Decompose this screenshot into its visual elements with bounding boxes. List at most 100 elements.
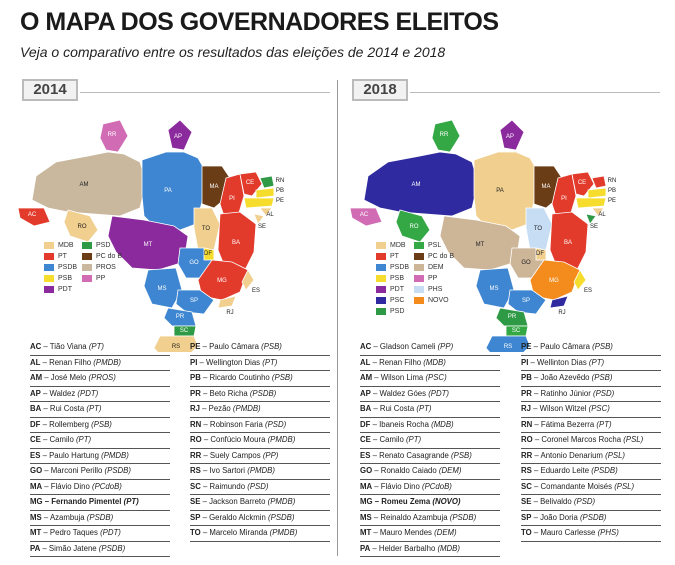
governor-uf: CE [360, 435, 371, 444]
governor-uf: PI [521, 357, 529, 367]
legend-swatch [44, 285, 54, 293]
governor-name: – Waldez Góes [370, 388, 429, 398]
state-label-go-2014: GO [189, 260, 199, 266]
governor-row-se: SE – Jackson Barreto (PMDB) [190, 495, 330, 511]
state-label-es-2014: ES [252, 288, 260, 294]
governor-name: – Renan Filho [370, 357, 424, 367]
governor-name: – Pezão [199, 404, 233, 413]
state-label-to-2018: TO [534, 226, 543, 232]
governor-row-ro: RO – Confúcio Moura (PMDB) [190, 433, 330, 449]
governor-row-to: TO – Mauro Carlesse (PHS) [521, 526, 661, 542]
governor-party: (PT) [75, 435, 92, 444]
governor-party: (PT) [262, 357, 278, 367]
governor-row-df: DF – Ibaneis Rocha (MDB) [360, 418, 500, 433]
governor-party: (PSB) [91, 419, 112, 429]
governor-name: – José Melo [42, 373, 89, 382]
governor-party: (PDT) [77, 388, 99, 398]
governor-name: – Beto Richa [200, 388, 250, 398]
governor-row-ac: AC – Tião Viana (PT) [30, 340, 170, 356]
state-label-ro-2014: RO [78, 224, 87, 230]
state-label-ac-2014: AC [28, 212, 37, 218]
legend-item-mdb: MDB [44, 240, 104, 250]
legend-swatch [414, 252, 424, 260]
legend-swatch [82, 241, 92, 249]
governor-party: (PCdoB) [91, 481, 122, 491]
governor-party: (PSDB) [249, 388, 277, 398]
governor-uf: BA [360, 404, 372, 413]
governor-row-es: ES – Paulo Hartung (PMDB) [30, 449, 170, 464]
legend-swatch [414, 274, 424, 282]
governor-row-ro: RO – Coronel Marcos Rocha (PSL) [521, 433, 661, 449]
state-sp-2014 [175, 289, 215, 315]
state-mg-2014 [197, 259, 249, 301]
governor-party: (PCdoB) [421, 481, 452, 491]
governor-party: (PDT) [100, 528, 121, 537]
state-label-pi-2014: PI [229, 196, 235, 202]
governor-uf: MA [30, 481, 43, 491]
state-label-es-2018: ES [584, 288, 592, 294]
governor-row-pb: PB – João Azevêdo (PSB) [521, 371, 661, 387]
state-label-ap-2018: AP [506, 134, 514, 140]
governor-uf: RJ [190, 404, 200, 413]
state-label-ms-2014: MS [158, 286, 167, 292]
legend-swatch [82, 252, 92, 260]
state-rs-2018 [485, 335, 531, 352]
governor-party: (PROS) [88, 373, 116, 382]
governor-row-sp: SP – João Doria (PSDB) [521, 511, 661, 526]
governor-row-to: TO – Marcelo Miranda (PMDB) [190, 526, 330, 542]
state-label-mg-2018: MG [549, 278, 559, 284]
governor-party: (PT) [405, 435, 422, 444]
governor-name: – Azambuja [41, 512, 87, 522]
governor-row-mt: MT – Pedro Taques (PDT) [30, 526, 170, 542]
governor-uf: PI [190, 357, 198, 367]
governor-name: – Wilson Witzel [530, 404, 589, 413]
governor-row-pe: PE – Paulo Câmara (PSB) [190, 340, 330, 356]
legend-label: PDT [58, 285, 72, 293]
governor-uf: PR [521, 388, 532, 398]
legend-item-pp: PP [82, 273, 142, 283]
governor-uf: GO [30, 466, 43, 475]
legend-swatch [376, 296, 386, 304]
state-label-to-2014: TO [202, 226, 211, 232]
governor-uf: AL [360, 357, 371, 367]
governor-uf: TO [190, 528, 201, 537]
governor-uf: RO [190, 435, 202, 444]
legend-swatch [44, 274, 54, 282]
state-ms-2018 [475, 267, 515, 309]
governor-uf: MG [360, 497, 373, 506]
governor-party: (PSL) [623, 435, 644, 444]
state-se-2014 [253, 213, 265, 225]
governor-name: – Geraldo Alckmin [200, 512, 269, 522]
state-rr-2014 [99, 119, 129, 153]
governor-party: (PT) [596, 419, 612, 429]
governor-name: – Paulo Câmara [531, 342, 593, 351]
governor-uf: MG [30, 497, 43, 506]
governor-name: – Waldez [40, 388, 78, 398]
governor-row-al: AL – Renan Filho (MDB) [360, 356, 500, 371]
governor-row-sp: SP – Geraldo Alckmin (PSDB) [190, 511, 330, 526]
governor-row-es: ES – Renato Casagrande (PSB) [360, 449, 500, 464]
state-rn-2018 [591, 175, 607, 189]
governor-party: (PSL) [605, 450, 626, 460]
governor-uf: PA [360, 543, 371, 553]
governor-name: – Comandante Moisés [531, 481, 615, 491]
governor-uf: SP [521, 512, 532, 522]
state-ap-2014 [167, 119, 193, 151]
state-label-rn-2014: RN [276, 178, 285, 184]
state-label-go-2018: GO [521, 260, 531, 266]
governor-row-sc: SC – Comandante Moisés (PSL) [521, 480, 661, 495]
governor-name: – Marconi Perillo [42, 466, 105, 475]
state-label-sc-2018: SC [512, 328, 521, 334]
year-label-2014: 2014 [22, 79, 78, 101]
state-label-rr-2018: RR [440, 132, 449, 138]
legend-label: PSDB [390, 263, 410, 271]
governor-name: – Tião Viana [41, 342, 89, 351]
state-label-se-2018: SE [590, 224, 598, 230]
governor-name: – Confúcio Moura [201, 435, 268, 444]
state-label-ac-2018: AC [360, 212, 369, 218]
governor-name: – João Doria [531, 512, 580, 522]
governor-row-rn: RN – Robinson Faria (PSD) [190, 418, 330, 433]
governor-row-rs: RS – Ivo Sartori (PMDB) [190, 464, 330, 480]
governor-party: (PT) [416, 404, 432, 413]
state-label-pi-2018: PI [561, 196, 567, 202]
